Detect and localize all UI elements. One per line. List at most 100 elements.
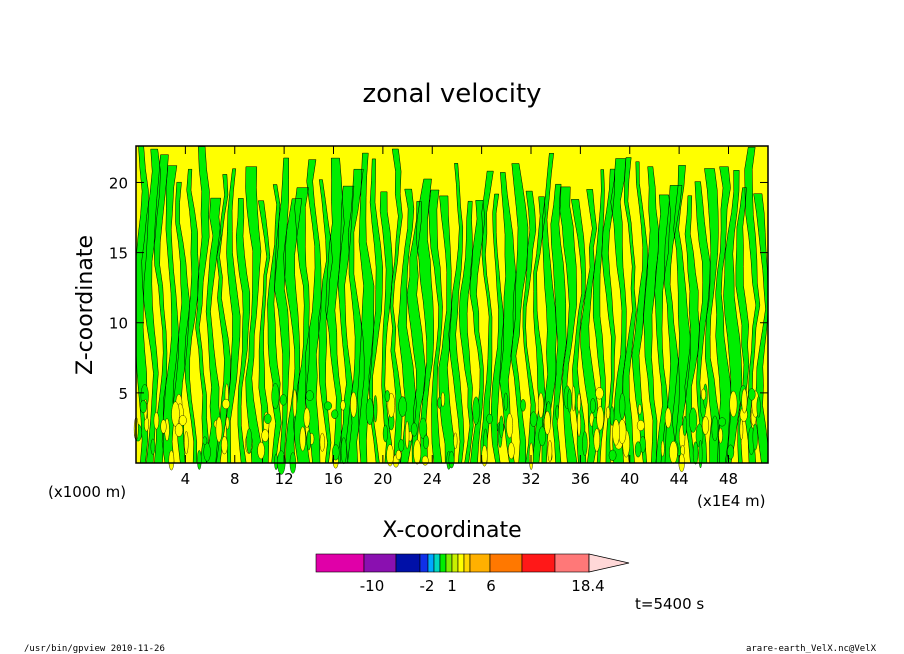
surface-cell xyxy=(596,406,604,431)
surface-cell xyxy=(150,438,156,455)
colorbar-tick-label: 18.4 xyxy=(571,577,604,595)
x-tick-label: 40 xyxy=(620,470,639,488)
negative-band xyxy=(744,147,760,463)
colorbar-segment xyxy=(427,553,435,573)
surface-cell xyxy=(544,410,551,435)
negative-band xyxy=(206,198,222,463)
negative-band xyxy=(459,201,474,463)
colorbar-segment xyxy=(451,553,459,573)
surface-cell xyxy=(507,442,515,460)
surface-cell xyxy=(174,423,184,437)
negative-band xyxy=(172,182,190,463)
surface-cell xyxy=(577,393,581,413)
colorbar-segment xyxy=(463,553,471,573)
surface-cell xyxy=(718,417,726,427)
footer-left: /usr/bin/gpview 2010-11-26 xyxy=(24,644,165,654)
velocity-field xyxy=(136,146,768,464)
colorbar-segment xyxy=(439,553,447,573)
surface-cell xyxy=(538,426,546,447)
negative-band xyxy=(715,166,732,463)
negative-band xyxy=(407,201,426,463)
negative-band xyxy=(684,195,700,463)
surface-cell xyxy=(222,398,230,410)
surface-cell xyxy=(529,411,538,427)
surface-cell xyxy=(264,413,272,424)
negative-band xyxy=(735,187,749,463)
x-axis-ticks: 4 8 12 16 20 24 28 32 36 40 44 48 xyxy=(181,146,738,488)
surface-cell xyxy=(698,440,703,469)
surface-cell xyxy=(547,440,553,462)
negative-band xyxy=(643,166,659,463)
negative-band xyxy=(336,186,354,463)
surface-cell xyxy=(279,394,288,406)
x-tick-label: 44 xyxy=(670,470,689,488)
negative-band xyxy=(522,191,536,463)
surface-cell xyxy=(756,396,761,418)
negative-band xyxy=(390,149,403,463)
surface-cell xyxy=(571,385,576,412)
surface-cell xyxy=(453,432,458,449)
surface-cell xyxy=(609,406,615,426)
negative-band xyxy=(195,146,210,463)
negative-band xyxy=(274,158,290,463)
x-tick-label: 24 xyxy=(423,470,442,488)
colorbar-segment xyxy=(395,553,421,573)
surface-cell xyxy=(221,436,228,455)
surface-cell xyxy=(638,404,642,415)
negative-band xyxy=(258,200,270,463)
colorbar-arrow xyxy=(588,553,630,573)
x-tick-label: 36 xyxy=(571,470,590,488)
surface-cell xyxy=(423,434,429,450)
negative-band xyxy=(499,172,517,463)
y-axis-unit: (x1000 m) xyxy=(48,483,126,501)
surface-cell xyxy=(225,416,230,430)
colorbar-segment xyxy=(363,553,397,573)
negative-band xyxy=(723,170,742,464)
negative-band xyxy=(622,157,637,463)
x-tick-label: 16 xyxy=(324,470,343,488)
surface-cell xyxy=(590,398,596,414)
surface-cell xyxy=(413,439,422,465)
surface-cell xyxy=(139,400,147,414)
surface-cell xyxy=(682,415,687,437)
negative-band xyxy=(654,194,671,463)
surface-cell xyxy=(419,417,428,439)
surface-cell xyxy=(405,420,410,449)
colorbar xyxy=(315,553,630,573)
negative-band xyxy=(491,194,504,463)
surface-cell xyxy=(331,409,339,419)
surface-cell xyxy=(168,450,175,471)
surface-cell xyxy=(303,407,311,428)
surface-cell xyxy=(292,389,297,418)
surface-cell xyxy=(538,392,544,419)
surface-cell xyxy=(711,415,719,442)
surface-cell xyxy=(748,388,756,401)
surface-cell xyxy=(398,396,407,417)
plot-frame xyxy=(135,145,769,464)
surface-cell xyxy=(382,424,388,443)
surface-cell xyxy=(332,444,340,461)
negative-band xyxy=(510,163,528,463)
colorbar-tick-label: -2 xyxy=(420,577,435,595)
surface-cell xyxy=(324,401,333,411)
surface-cell xyxy=(350,391,357,418)
surface-cell xyxy=(421,455,429,466)
surface-cell xyxy=(612,419,620,446)
colorbar-tick-label: 1 xyxy=(447,577,457,595)
surface-cell xyxy=(567,388,572,413)
x-tick-label: 4 xyxy=(181,470,191,488)
surface-cell xyxy=(520,399,526,412)
y-axis-ticks: 5 10 15 20 xyxy=(109,174,768,403)
x-tick-label: 28 xyxy=(472,470,491,488)
negative-band xyxy=(416,179,434,463)
negative-band xyxy=(631,161,648,463)
x-axis-unit: (x1E4 m) xyxy=(697,492,766,510)
surface-cell xyxy=(305,390,314,401)
surface-cell xyxy=(577,411,581,437)
surface-cell xyxy=(340,437,347,465)
surface-cell xyxy=(299,426,306,452)
surface-cell xyxy=(593,428,600,452)
negative-band xyxy=(236,198,250,463)
y-axis-label: Z-coordinate xyxy=(73,235,98,375)
negative-band xyxy=(245,166,263,463)
